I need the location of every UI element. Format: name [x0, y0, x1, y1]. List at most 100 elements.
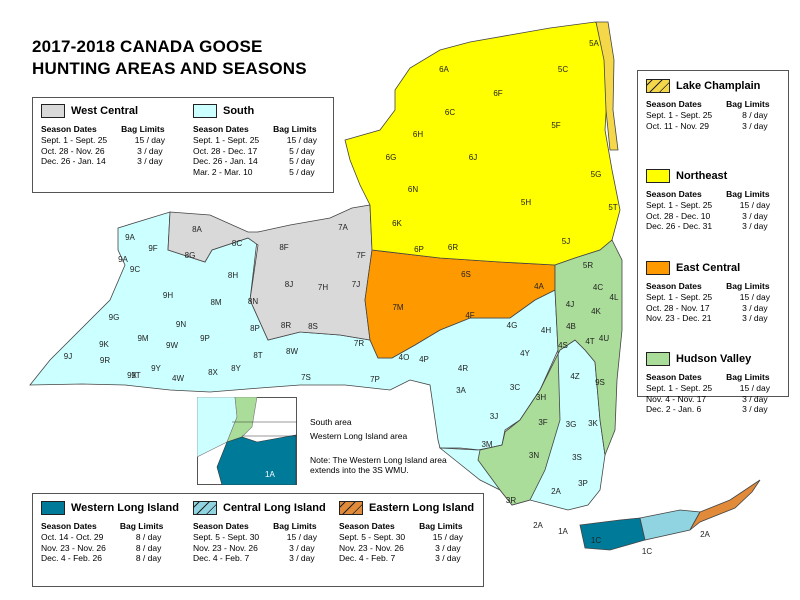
table-row: Sept. 1 - Sept. 25 15 / day [646, 292, 784, 303]
table-row: Sept. 5 - Sept. 30 15 / day [193, 532, 331, 543]
season-dates: Nov. 23 - Dec. 21 [646, 313, 712, 323]
wmu-label: 6R [448, 243, 458, 252]
wmu-label: 9G [109, 313, 120, 322]
season-dates: Dec. 4 - Feb. 7 [193, 553, 250, 563]
wmu-label: 4Z [570, 372, 579, 381]
bag-limit: 3 / day [742, 393, 768, 404]
bag-limits-header: Bag Limits [419, 521, 463, 531]
wmu-label: 6S [461, 270, 471, 279]
table-row: Dec. 2 - Jan. 6 3 / day [646, 404, 784, 415]
wmu-label: 4A [534, 282, 544, 291]
legend-east: Lake Champlain Season Dates Bag Limits Sep… [637, 70, 789, 414]
bag-limits-header: Bag Limits [726, 372, 770, 382]
bag-limit: 15 / day [134, 135, 165, 145]
wmu-label: 9A [125, 233, 135, 242]
season-dates: Oct. 28 - Nov. 26 [41, 145, 105, 156]
table-header-row: Season Dates Bag Limits [646, 99, 784, 110]
table-header-row: Season Dates Bag Limits [646, 189, 784, 200]
bag-limit: 5 / day [289, 156, 315, 166]
table-row: Dec. 4 - Feb. 7 3 / day [339, 553, 477, 564]
wmu-label: 8A [192, 225, 202, 234]
wmu-label: 2A [551, 487, 561, 496]
wmu-label: 5C [558, 65, 568, 74]
wmu-label: 3M [481, 440, 492, 449]
swatch-eastern-long-island [339, 501, 363, 515]
table-header-row: Season Dates Bag Limits [646, 281, 784, 292]
table-row: Sept. 1 - Sept. 25 15 / day [41, 135, 179, 146]
bag-limit: 15 / day [739, 200, 770, 210]
wmu-label: 4W [172, 374, 184, 383]
wmu-label: 4H [541, 326, 551, 335]
wmu-label: 8P [250, 324, 260, 333]
wmu-label: 4K [591, 307, 601, 316]
swatch-central-long-island [193, 501, 217, 515]
table-row: Oct. 28 - Nov. 26 3 / day [41, 146, 179, 157]
legend-eastern-long-island: Eastern Long Island Season Dates Bag Limi… [339, 501, 477, 564]
wmu-label: 5J [562, 237, 570, 246]
table-header-row: Season Dates Bag Limits [646, 372, 784, 383]
swatch-east-central [646, 261, 670, 275]
wmu-label: 7J [352, 280, 360, 289]
season-dates: Nov. 23 - Nov. 26 [193, 542, 258, 553]
bag-limit: 8 / day [135, 542, 162, 553]
season-dates: Oct. 14 - Oct. 29 [41, 532, 104, 542]
table-row: Dec. 4 - Feb. 7 3 / day [193, 553, 331, 564]
wmu-label: 9C [130, 265, 140, 274]
wmu-label: 9Y [151, 364, 161, 373]
season-dates: Dec. 26 - Dec. 31 [646, 221, 713, 231]
wmu-label: 6A [439, 65, 449, 74]
wmu-label: 2A [700, 530, 710, 539]
title-line-1: 2017-2018 CANADA GOOSE [32, 37, 263, 56]
bag-limit: 8 / day [135, 532, 162, 542]
season-dates-header: Season Dates [646, 281, 702, 291]
season-table: Season Dates Bag Limits Oct. 14 - Oct. 29 8… [41, 521, 177, 564]
wmu-label: 3N [529, 451, 539, 460]
wmu-label: 4L [610, 293, 619, 302]
table-row: Sept. 5 - Sept. 30 15 / day [339, 532, 477, 543]
legend-lake-champlain: Lake Champlain Season Dates Bag Limits Sep… [646, 79, 784, 131]
table-row: Sept. 1 - Sept. 25 15 / day [646, 200, 784, 211]
wmu-label: 9M [137, 334, 148, 343]
bag-limits-header: Bag Limits [726, 189, 770, 199]
season-dates: Nov. 23 - Nov. 26 [339, 542, 404, 553]
wmu-label: 8N [248, 297, 258, 306]
wmu-label: 5H [521, 198, 531, 207]
bag-limit: 3 / day [137, 145, 163, 156]
season-table: Season Dates Bag Limits Sept. 1 - Sept. 25… [646, 99, 784, 131]
legend-hudson-valley: Hudson Valley Season Dates Bag Limits Sept… [646, 352, 784, 415]
wmu-label: 4O [399, 353, 410, 362]
wmu-label: 5R [583, 261, 593, 270]
table-row: Oct. 14 - Oct. 29 8 / day [41, 532, 177, 543]
season-dates-header: Season Dates [646, 189, 702, 199]
bag-limit: 3 / day [435, 542, 461, 553]
wmu-label: 4S [558, 341, 568, 350]
season-dates: Oct. 28 - Dec. 17 [193, 145, 258, 156]
table-header-row: Season Dates Bag Limits [193, 521, 331, 532]
swatch-south [193, 104, 217, 118]
wmu-label: 9P [200, 334, 210, 343]
wmu-label: 9K [99, 340, 109, 349]
wmu-label: 7F [356, 251, 365, 260]
bag-limits-header: Bag Limits [273, 521, 317, 531]
legend-long-island: Western Long Island Season Dates Bag Limi… [32, 493, 484, 587]
wmu-label: 7A [338, 223, 348, 232]
table-row: Oct. 28 - Dec. 10 3 / day [646, 211, 784, 222]
legend-south: South Season Dates Bag Limits Sept. 1 - Se… [193, 104, 331, 177]
season-dates: Sept. 5 - Sept. 30 [339, 532, 406, 542]
table-row: Oct. 28 - Dec. 17 5 / day [193, 146, 331, 157]
bag-limit: 15 / day [739, 383, 770, 393]
season-dates: Sept. 1 - Sept. 25 [646, 383, 713, 393]
bag-limit: 3 / day [435, 553, 461, 563]
legend-central-long-island: Central Long Island Season Dates Bag Limi… [193, 501, 331, 564]
wmu-label: 6K [392, 219, 402, 228]
wmu-label: 8G [185, 251, 196, 260]
wmu-label: 8M [210, 298, 221, 307]
season-dates: Oct. 28 - Nov. 17 [646, 302, 710, 313]
season-dates: Mar. 2 - Mar. 10 [193, 166, 253, 177]
title-block: 2017-2018 CANADA GOOSE HUNTING AREAS AND… [32, 36, 307, 80]
season-dates: Sept. 1 - Sept. 25 [646, 292, 713, 302]
zone-western-long-island [579, 517, 646, 551]
wmu-label: 5F [551, 121, 560, 130]
season-table: Season Dates Bag Limits Sept. 1 - Sept. 25… [41, 124, 179, 167]
